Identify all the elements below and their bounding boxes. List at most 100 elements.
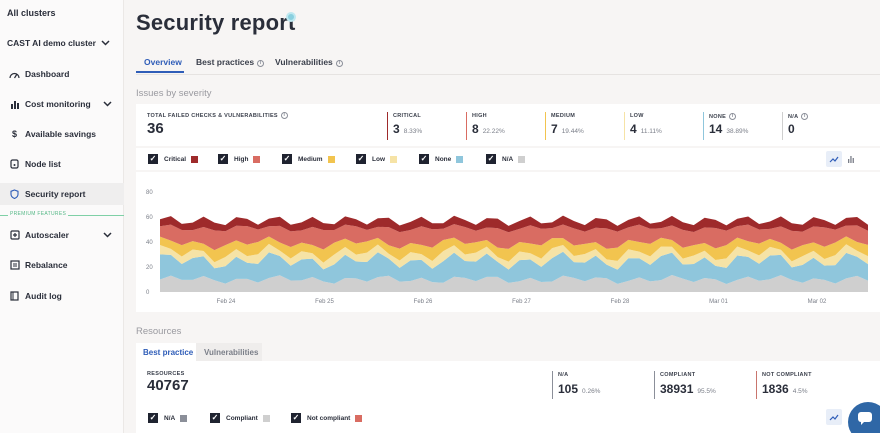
tab-label: Best practices xyxy=(196,57,255,67)
checkmark-icon: ✓ xyxy=(148,154,158,164)
line-chart-icon xyxy=(829,414,839,421)
compliant-swatch xyxy=(262,414,270,422)
chevron-down-icon[interactable] xyxy=(103,232,112,238)
tab-best-practice[interactable]: Best practice xyxy=(136,343,196,361)
legend-na-checkbox[interactable]: ✓ N/A xyxy=(148,413,188,423)
sidebar-item-label: Dashboard xyxy=(25,69,70,79)
checkmark-icon: ✓ xyxy=(486,154,496,164)
dollar-icon: $ xyxy=(11,129,17,139)
resources-section-title: Resources xyxy=(136,326,182,337)
sidebar-item-audit-log[interactable]: Audit log xyxy=(0,285,124,307)
sidebar-item-rebalance[interactable]: Rebalance xyxy=(0,254,124,276)
premium-features-divider: PREMIUM FEATURES xyxy=(0,210,124,220)
na-swatch xyxy=(180,414,188,422)
tab-label: Vulnerabilities xyxy=(275,57,333,67)
chat-icon xyxy=(858,412,872,425)
x-tick-label: Feb 24 xyxy=(217,299,236,305)
checkmark-icon: ✓ xyxy=(148,413,158,423)
chevron-down-icon[interactable] xyxy=(101,40,110,46)
tab-overview[interactable]: Overview xyxy=(144,57,182,67)
bar-chart-icon xyxy=(848,156,854,163)
sidebar-item-label: Security report xyxy=(25,189,86,199)
x-tick-label: Feb 27 xyxy=(512,299,531,305)
low-bar xyxy=(624,112,625,140)
tab-vulnerabilities-resources[interactable]: Vulnerabilities xyxy=(196,343,262,361)
area-series-low xyxy=(160,243,868,270)
critical-swatch xyxy=(191,155,199,163)
low-label: LOW xyxy=(630,113,644,119)
info-icon[interactable]: i xyxy=(257,60,265,67)
sidebar-item-label: Rebalance xyxy=(25,260,68,270)
premium-features-label: PREMIUM FEATURES xyxy=(8,211,69,217)
sidebar-item-available-savings[interactable]: $ Available savings xyxy=(0,123,124,145)
resources-na-stat: 105 0.26% xyxy=(558,382,601,396)
info-icon[interactable]: i xyxy=(801,113,809,120)
na-stat: 0 xyxy=(788,122,795,136)
y-tick-label: 80 xyxy=(146,190,153,196)
bar-chart-toggle[interactable] xyxy=(843,151,859,167)
cluster-selector[interactable]: CAST AI demo cluster xyxy=(7,38,96,48)
chevron-down-icon[interactable] xyxy=(103,101,112,107)
high-label: HIGH xyxy=(472,113,487,119)
x-tick-label: Feb 28 xyxy=(611,299,630,305)
resources-na-label: N/A xyxy=(558,372,569,378)
not-compliant-stat: 1836 4.5% xyxy=(762,382,808,396)
none-swatch xyxy=(456,155,464,163)
medium-label: MEDIUM xyxy=(551,113,576,119)
compliant-label: COMPLIANT xyxy=(660,372,696,378)
total-failed-label: TOTAL FAILED CHECKS & VULNERABILITIES i xyxy=(147,112,288,119)
line-chart-toggle[interactable] xyxy=(826,409,842,425)
area-series-critical xyxy=(160,215,868,233)
x-tick-label: Feb 25 xyxy=(315,299,334,305)
tab-vulnerabilities[interactable]: Vulnerabilities i xyxy=(275,57,343,67)
info-icon[interactable]: i xyxy=(729,113,737,120)
page-title: Security report xyxy=(136,10,296,35)
na-label: N/A i xyxy=(788,113,809,120)
high-swatch xyxy=(253,155,261,163)
legend-none-checkbox[interactable]: ✓ None xyxy=(419,154,464,164)
sidebar-item-cost-monitoring[interactable]: Cost monitoring xyxy=(0,93,124,115)
not-compliant-bar xyxy=(756,371,757,399)
legend-low-checkbox[interactable]: ✓ Low xyxy=(356,154,397,164)
y-tick-label: 20 xyxy=(146,265,153,271)
active-tab-underline xyxy=(136,71,184,73)
sidebar-item-node-list[interactable]: Node list xyxy=(0,153,124,175)
legend-compliant-checkbox[interactable]: ✓ Compliant xyxy=(210,413,270,423)
medium-swatch xyxy=(327,155,335,163)
resources-card: RESOURCES 40767 N/A 105 0.26% COMPLIANT 3… xyxy=(136,361,880,433)
not-compliant-swatch xyxy=(355,414,363,422)
checkmark-icon: ✓ xyxy=(291,413,301,423)
legend-na-checkbox[interactable]: ✓ N/A xyxy=(486,154,526,164)
autoscaler-icon xyxy=(9,230,20,241)
medium-stat: 7 19.44% xyxy=(551,122,584,136)
y-tick-label: 60 xyxy=(146,215,153,221)
severity-area-chart: 0 20 40 60 80 Feb 24 Feb 25 Feb 26 Feb 27 Feb 28 M… xyxy=(146,190,868,305)
legend-critical-checkbox[interactable]: ✓ Critical xyxy=(148,154,199,164)
sidebar: All clusters CAST AI demo cluster Dashbo… xyxy=(0,0,124,433)
resources-label: RESOURCES xyxy=(147,371,185,377)
legend-not-compliant-checkbox[interactable]: ✓ Not compliant xyxy=(291,413,363,423)
high-stat: 8 22.22% xyxy=(472,122,505,136)
book-icon xyxy=(9,291,20,302)
legend-medium-checkbox[interactable]: ✓ Medium xyxy=(282,154,335,164)
compliant-bar xyxy=(654,371,655,399)
checkmark-icon: ✓ xyxy=(210,413,220,423)
area-series-none xyxy=(160,251,868,285)
tab-best-practices[interactable]: Best practices i xyxy=(196,57,265,67)
chat-button[interactable] xyxy=(848,402,880,433)
sidebar-item-label: Available savings xyxy=(25,129,97,139)
sidebar-item-security-report[interactable]: Security report xyxy=(0,183,124,205)
y-tick-label: 0 xyxy=(146,290,150,296)
low-swatch xyxy=(390,155,397,163)
sidebar-item-autoscaler[interactable]: Autoscaler xyxy=(0,224,124,246)
low-stat: 4 11.11% xyxy=(630,122,662,136)
line-chart-toggle[interactable] xyxy=(826,151,842,167)
none-stat: 14 38.89% xyxy=(709,122,749,136)
severity-legend: ✓ Critical ✓ High ✓ Medium ✓ Low ✓ None ✓ N/A xyxy=(136,148,880,170)
all-clusters-link[interactable]: All clusters xyxy=(7,8,56,18)
legend-high-checkbox[interactable]: ✓ High xyxy=(218,154,261,164)
info-icon[interactable]: i xyxy=(335,60,343,67)
na-bar xyxy=(782,112,783,140)
sidebar-item-dashboard[interactable]: Dashboard xyxy=(0,63,124,85)
info-icon[interactable]: i xyxy=(280,112,288,119)
